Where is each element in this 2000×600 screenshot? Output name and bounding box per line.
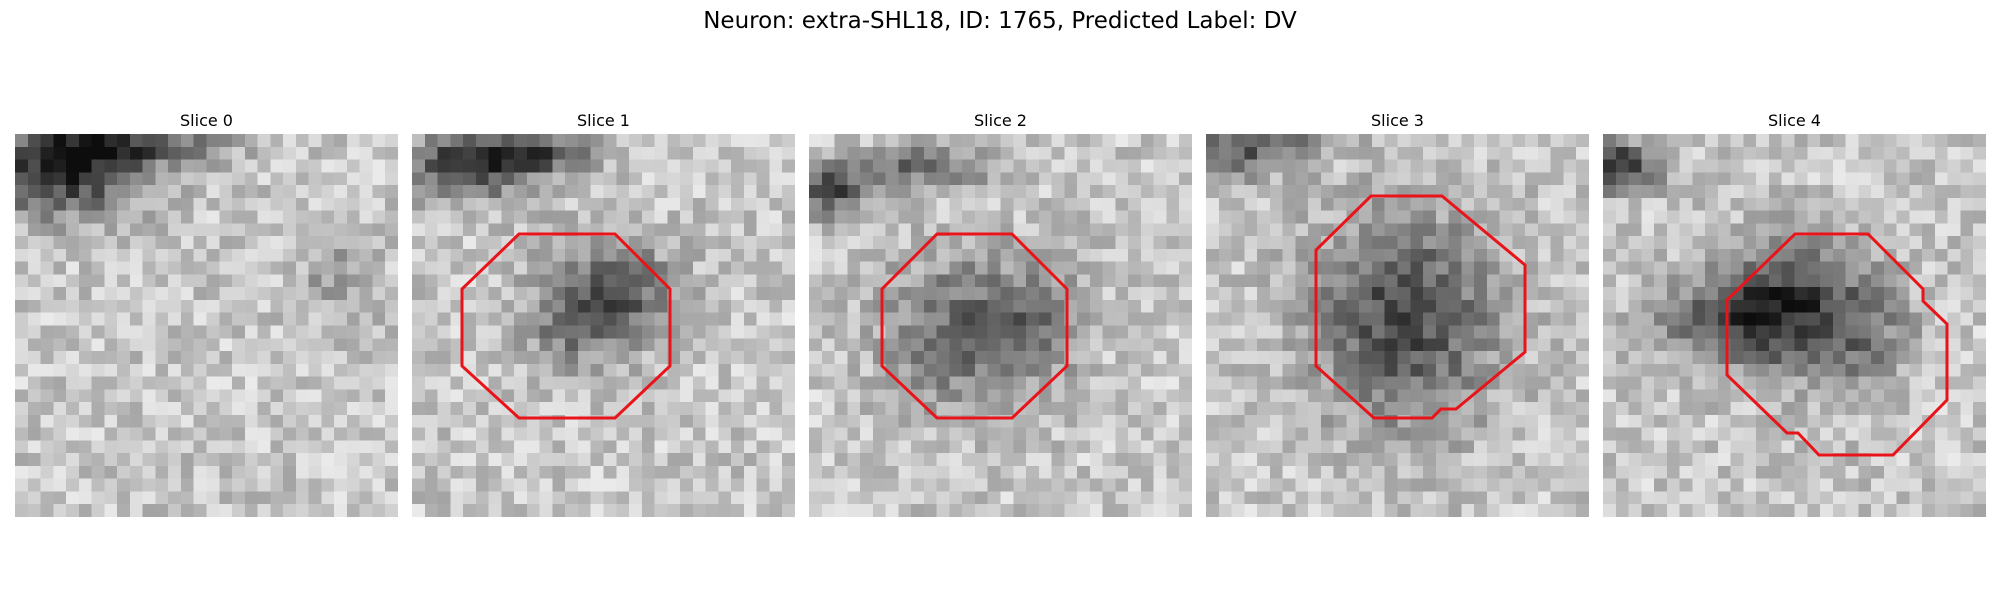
roi-contour bbox=[880, 232, 1069, 420]
roi-contour bbox=[460, 232, 672, 420]
slice-title: Slice 4 bbox=[1768, 111, 1821, 130]
slice-panel-0: Slice 0 bbox=[15, 110, 398, 517]
figure-title: Neuron: extra-SHL18, ID: 1765, Predicted… bbox=[703, 8, 1297, 34]
slice-panel-3: Slice 3 bbox=[1206, 110, 1589, 517]
slice-title: Slice 0 bbox=[180, 111, 233, 130]
slice-title: Slice 1 bbox=[577, 111, 630, 130]
slice-image bbox=[809, 134, 1192, 517]
roi-contour bbox=[1725, 232, 1949, 457]
slice-panel-1: Slice 1 bbox=[412, 110, 795, 517]
slice-panel-4: Slice 4 bbox=[1603, 110, 1986, 517]
slice-title: Slice 3 bbox=[1371, 111, 1424, 130]
slice-image bbox=[15, 134, 398, 517]
slice-panel-2: Slice 2 bbox=[809, 110, 1192, 517]
slice-image bbox=[412, 134, 795, 517]
slice-image bbox=[1206, 134, 1589, 517]
roi-contour bbox=[1314, 194, 1527, 420]
slice-title: Slice 2 bbox=[974, 111, 1027, 130]
slice-image bbox=[1603, 134, 1986, 517]
